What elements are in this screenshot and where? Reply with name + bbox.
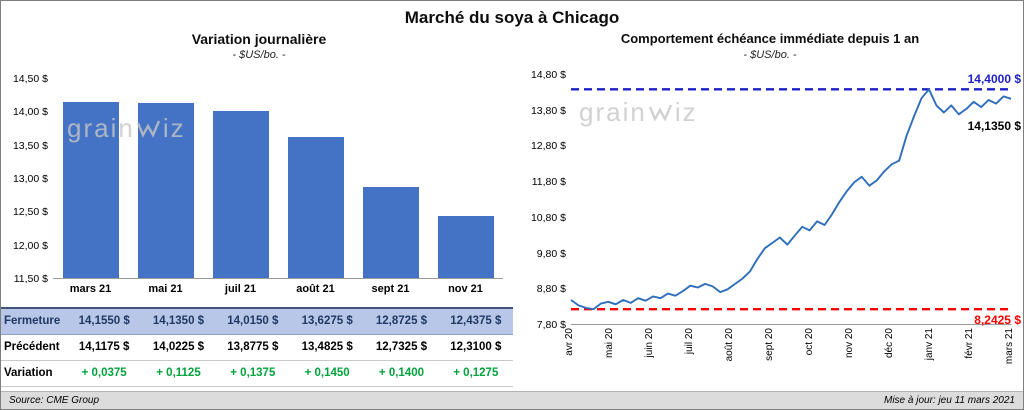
table-cell: + 0,0375 (81, 367, 127, 379)
min-price-label: 8,2425 $ (974, 313, 1021, 328)
y-axis-label: 13,80 $ (530, 104, 566, 117)
front-month-panel: Comportement échéance immédiate depuis 1… (517, 31, 1023, 387)
x-axis-label: avr 20 (564, 328, 575, 356)
table-cell: 14,1350 $ (152, 315, 205, 328)
x-axis-label: sept 21 (371, 283, 410, 295)
footer-bar: Source: CME Group Mise à jour: jeu 11 ma… (1, 391, 1023, 409)
price-table: Fermeture 14,1550 $ 14,1350 $ 14,0150 $ 13,6… (1, 307, 513, 387)
bar-slot (353, 79, 428, 278)
y-axis-label: 11,50 $ (13, 273, 48, 285)
bar-nov-21 (437, 215, 494, 278)
y-axis-label: 14,80 $ (530, 69, 566, 81)
table-cell: + 0,1125 (156, 367, 201, 379)
table-cell: 12,8725 $ (375, 315, 428, 328)
table-cell: 12,4375 $ (450, 315, 502, 328)
table-cell: 13,8775 $ (227, 341, 279, 353)
bar-slot (203, 79, 278, 278)
y-axis-label: 12,50 $ (12, 206, 48, 219)
line-x-axis: avr 20 mai 20 juin 20 juil 20 août 20 sept 20… (564, 325, 1015, 381)
daily-variation-panel: Variation journalière - $US/bo. - 14,50 … (1, 31, 517, 387)
y-axis-label: 9,80 $ (536, 247, 566, 260)
y-axis-label: 10,80 $ (530, 211, 566, 224)
source-note: Source: CME Group (9, 395, 100, 406)
row-label: Variation (4, 367, 53, 379)
y-axis-label: 11,80 $ (531, 176, 566, 189)
row-label: Fermeture (4, 315, 61, 328)
bar-slot (53, 79, 128, 278)
table-row-fermeture: Fermeture 14,1550 $ 14,1350 $ 14,0150 $ 13,6… (1, 308, 513, 334)
table-cell: 13,6275 $ (301, 315, 353, 328)
y-axis-label: 7,80 $ (536, 319, 566, 331)
x-axis-label: juil 20 (684, 328, 695, 355)
table-row-variation: Variation + 0,0375 + 0,1125 + 0,1375 + 0,145… (1, 360, 513, 386)
x-axis-label: mars 21 (1004, 328, 1015, 365)
y-axis-label: 13,50 $ (12, 139, 48, 152)
x-axis-label: déc 20 (884, 328, 895, 359)
table-row-précédent: Précédent 14,1175 $ 14,0225 $ 13,8775 $ 13,4… (1, 334, 513, 360)
row-label: Précédent (4, 341, 60, 353)
x-axis-label: févr 21 (964, 328, 975, 359)
bar-chart-title: Variation journalière (191, 31, 327, 47)
x-axis-label: mai 21 (148, 283, 183, 295)
bar-chart-subtitle: - $US/bo. - (232, 49, 286, 61)
table-cell: 14,0225 $ (152, 341, 205, 353)
y-axis-label: 13,00 $ (12, 173, 48, 185)
table-cell: + 0,1275 (453, 367, 499, 379)
table-cell: + 0,1450 (304, 367, 350, 379)
bar-y-axis: 14,50 $ 14,00 $ 13,50 $ 13,00 $ 12,50 $ 12,00… (3, 73, 53, 285)
x-axis-label: mai 20 (604, 328, 615, 359)
table-cell: + 0,1375 (230, 367, 276, 379)
line-chart-subtitle: - $US/bo. - (743, 49, 797, 61)
x-axis-label: nov 20 (844, 328, 855, 359)
x-axis-label: oct 20 (804, 328, 815, 356)
line-chart-title: Comportement échéance immédiate depuis 1… (620, 31, 920, 46)
bar-mars-21 (62, 101, 119, 278)
charts-container: Variation journalière - $US/bo. - 14,50 … (1, 31, 1023, 387)
bar-x-axis: mars 21 mai 21 juil 21 août 21 sept 21 nov 21 (53, 279, 503, 299)
table-cell: 14,1175 $ (78, 341, 130, 353)
x-axis-label: mars 21 (69, 283, 112, 295)
bar-slot (278, 79, 353, 278)
table-cell: 14,0150 $ (227, 315, 279, 328)
x-axis-label: août 20 (724, 328, 735, 362)
line-y-axis: 14,80 $ 13,80 $ 12,80 $ 11,80 $ 10,80 $ 9,80 … (523, 69, 571, 331)
bar-mai-21 (137, 103, 194, 278)
y-axis-label: 14,50 $ (12, 73, 48, 85)
line-plot-area: grain iz 14,4000 $ 14,1350 $ 8,2425 $ (570, 72, 1021, 327)
x-axis-label: nov 21 (448, 283, 483, 295)
x-axis-label: août 21 (296, 283, 335, 295)
bar-chart: 14,50 $ 14,00 $ 13,50 $ 13,00 $ 12,50 $ 12,00… (1, 73, 517, 285)
page-title: Marché du soya à Chicago (404, 8, 620, 27)
bar-juil-21 (212, 111, 269, 278)
bar-slot (428, 79, 503, 278)
last-price-label: 14,1350 $ (967, 118, 1021, 133)
x-axis-label: sept 20 (764, 328, 775, 361)
y-axis-label: 8,80 $ (536, 283, 566, 296)
table-cell: 12,7325 $ (375, 341, 428, 353)
max-price-label: 14,4000 $ (967, 72, 1021, 87)
x-axis-label: juil 21 (224, 283, 257, 295)
y-axis-label: 12,00 $ (12, 239, 48, 252)
table-cell: 12,3100 $ (450, 341, 502, 353)
price-line-svg (570, 88, 1012, 311)
bar-août-21 (287, 136, 344, 278)
table-cell: + 0,1400 (378, 367, 425, 379)
line-chart: 14,80 $ 13,80 $ 12,80 $ 11,80 $ 10,80 $ 9,80 … (517, 69, 1023, 331)
bar-plot-area: grain iz (53, 79, 503, 279)
x-axis-label: janv 21 (924, 328, 935, 361)
bar-sept-21 (362, 186, 419, 278)
table-cell: 14,1550 $ (78, 315, 130, 328)
table-cell: 13,4825 $ (301, 341, 353, 353)
y-axis-label: 12,80 $ (530, 140, 566, 153)
y-axis-label: 14,00 $ (12, 106, 48, 119)
x-axis-label: juin 20 (644, 328, 655, 358)
bar-slot (128, 79, 203, 278)
updated-note: Mise à jour: jeu 11 mars 2021 (884, 395, 1015, 406)
